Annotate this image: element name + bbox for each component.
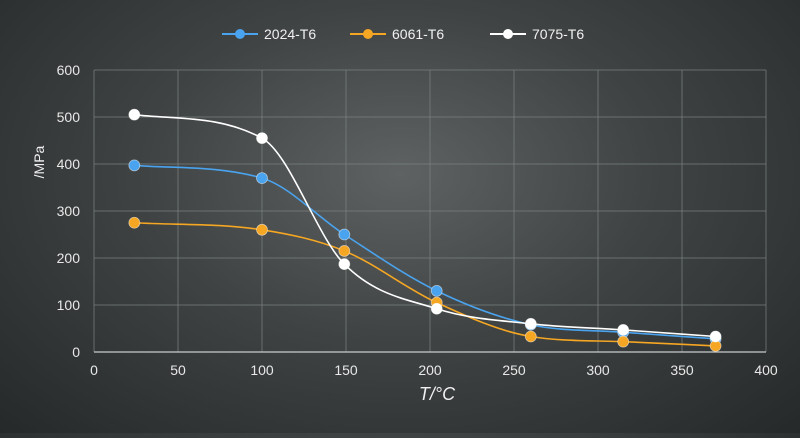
y-tick-label: 200: [57, 250, 81, 266]
data-point: [338, 245, 351, 257]
y-tick-label: 0: [72, 344, 80, 360]
legend-marker: [503, 29, 513, 39]
y-axis-label: /MPa: [31, 145, 47, 178]
legend-marker: [235, 29, 245, 39]
series-lines: [134, 113, 716, 347]
data-point: [256, 223, 268, 236]
legend-label: 2024-T6: [264, 26, 316, 42]
y-tick-label: 300: [57, 203, 81, 219]
series-line-2024-T6: [134, 164, 716, 340]
grid-lines: [93, 69, 767, 353]
x-tick-label: 250: [502, 362, 526, 378]
legend-label: 6061-T6: [392, 26, 444, 42]
legend-label: 7075-T6: [532, 26, 584, 42]
data-point: [256, 172, 268, 185]
data-point: [524, 317, 537, 330]
y-tick-label: 100: [57, 297, 81, 313]
x-tick-label: 400: [754, 362, 778, 378]
data-point: [128, 216, 141, 229]
data-point: [617, 335, 630, 348]
y-tick-label: 400: [57, 156, 81, 172]
x-tick-label: 150: [334, 362, 358, 378]
y-tick-label: 500: [57, 109, 81, 125]
x-tick-label: 0: [90, 362, 98, 378]
x-tick-label: 50: [170, 362, 186, 378]
x-tick-label: 100: [250, 362, 274, 378]
data-point: [524, 330, 537, 343]
y-tick-label: 600: [57, 62, 81, 78]
data-point: [709, 330, 722, 343]
data-point: [617, 324, 630, 336]
legend-marker: [363, 29, 373, 39]
x-tick-label: 300: [586, 362, 610, 378]
data-point: [256, 132, 268, 145]
data-point: [430, 284, 443, 297]
data-point: [430, 302, 443, 315]
data-point: [338, 228, 351, 241]
data-points: [128, 108, 722, 352]
data-point: [128, 108, 141, 121]
legend: 2024-T6 6061-T6 7075-T6: [222, 26, 584, 42]
data-point: [338, 258, 351, 271]
x-tick-label: 200: [418, 362, 442, 378]
data-point: [128, 159, 141, 172]
x-tick-label: 350: [670, 362, 694, 378]
x-axis-label: T/°C: [419, 384, 456, 404]
axes: 0 50 100 150 200 250 300 350 400 0 100 200 300 400 500…: [57, 62, 778, 378]
